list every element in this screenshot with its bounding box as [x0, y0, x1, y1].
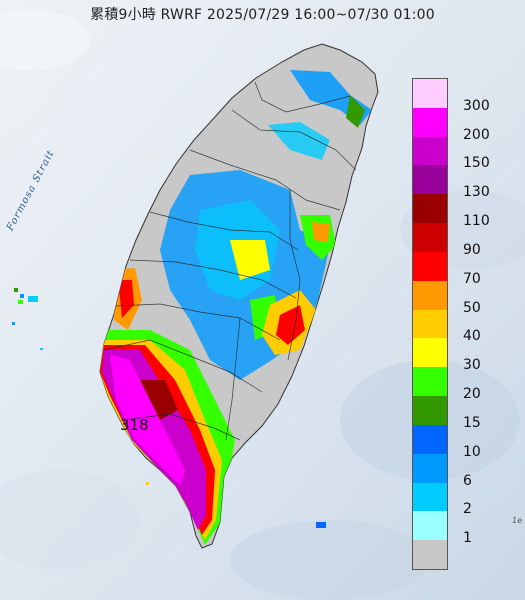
max-rainfall-value: 318	[120, 416, 149, 434]
legend-label: 1	[463, 530, 472, 547]
legend-label: 300	[463, 97, 490, 114]
legend-swatch	[413, 540, 447, 569]
legend-label: 130	[463, 184, 490, 201]
legend-label: 40	[463, 328, 481, 345]
rainfall-shading	[100, 70, 372, 545]
legend-swatch	[413, 280, 447, 310]
legend-label: 110	[463, 213, 490, 230]
legend-label: 150	[463, 155, 490, 172]
penghu-islands	[12, 288, 326, 528]
legend-swatch	[413, 453, 447, 483]
rainfall-legend: 300 200 150 130 110 90 70 50 40 30 20 15 10 6 2 1	[412, 78, 520, 570]
legend-label: 30	[463, 357, 481, 374]
legend-label: 2	[463, 501, 472, 518]
legend-label: 15	[463, 414, 481, 431]
legend-color-bar	[412, 78, 448, 570]
legend-swatch	[413, 165, 447, 195]
map-title: 累積9小時 RWRF 2025/07/29 16:00~07/30 01:00	[90, 7, 435, 23]
legend-swatch	[413, 223, 447, 252]
legend-label: 50	[463, 299, 481, 316]
legend-label: 90	[463, 241, 481, 258]
legend-label: 10	[463, 443, 481, 460]
legend-label: 20	[463, 386, 481, 403]
legend-swatch	[413, 194, 447, 224]
legend-label: 70	[463, 270, 481, 287]
legend-swatch	[413, 367, 447, 397]
legend-swatch	[413, 396, 447, 425]
legend-swatch	[413, 79, 447, 108]
corner-label: 1e	[512, 516, 523, 525]
legend-label: 6	[463, 472, 472, 489]
legend-swatch	[413, 136, 447, 166]
legend-label: 200	[463, 126, 490, 143]
legend-swatch	[413, 424, 447, 454]
legend-swatch	[413, 309, 447, 339]
county-boundaries	[103, 81, 357, 441]
legend-swatch	[413, 251, 447, 281]
legend-swatch	[413, 107, 447, 137]
legend-swatch	[413, 511, 447, 541]
legend-swatch	[413, 482, 447, 512]
legend-swatch	[413, 338, 447, 368]
